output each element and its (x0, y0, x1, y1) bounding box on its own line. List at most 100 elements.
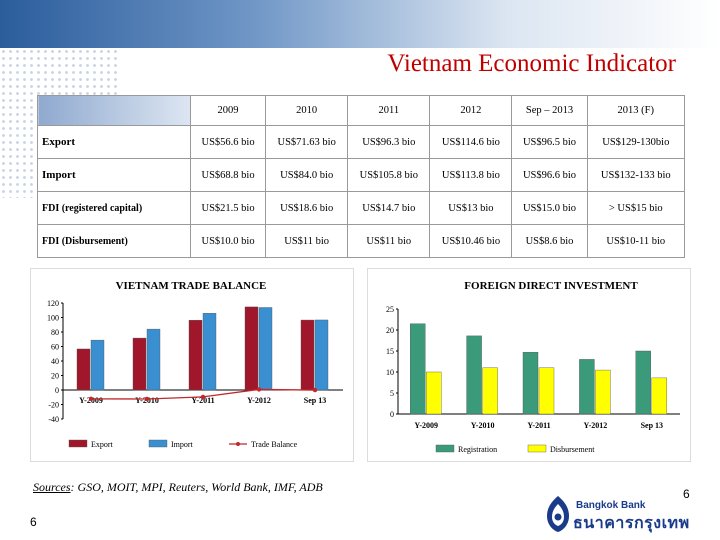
table-cell: US$8.6 bio (511, 224, 588, 258)
table-corner-cell (37, 95, 191, 126)
y-tick-label: 80 (51, 328, 59, 337)
bar-export (244, 306, 259, 391)
bar-disbursement (482, 367, 498, 415)
table-cell: US$56.6 bio (189, 125, 267, 159)
sources-note: Sources: GSO, MOIT, MPI, Reuters, World … (33, 480, 323, 495)
trade-balance-point (256, 387, 262, 392)
trade-balance-point (144, 396, 150, 402)
y-tick-label: 25 (386, 305, 394, 314)
chart-title: FOREIGN DIRECT INVESTMENT (464, 280, 638, 292)
bar-registration (522, 352, 539, 415)
bar-registration (410, 323, 426, 415)
page-number-right: 6 (683, 487, 690, 501)
y-tick-label: 20 (386, 326, 394, 335)
page-title: Vietnam Economic Indicator (387, 50, 676, 77)
y-tick-label: -40 (48, 415, 59, 424)
trade-balance-svg: VIETNAM TRADE BALANCE 120 100 80 60 40 20 0 -20 -… (47, 280, 343, 449)
table-cell: US$18.6 bio (265, 191, 349, 225)
row-label: FDI (registered capital) (37, 191, 191, 225)
y-tick-label: -20 (48, 401, 59, 410)
y-tick-label: 20 (51, 372, 59, 381)
bar-disbursement (426, 371, 442, 415)
legend-swatch-marker (236, 442, 240, 446)
bar-export (300, 319, 315, 391)
bar-disbursement (595, 369, 611, 415)
bar-registration (466, 335, 482, 415)
y-tick-label: 40 (51, 357, 59, 366)
table-cell: US$129-130bio (586, 125, 686, 159)
category-label: Sep 13 (304, 396, 326, 405)
table-row: Import US$68.8 bio US$84.0 bio US$105.8 … (37, 158, 686, 192)
legend-label: Export (91, 440, 114, 449)
table-cell: US$10.0 bio (189, 224, 267, 258)
chart-title: VIETNAM TRADE BALANCE (116, 280, 267, 292)
y-tick-label: 15 (386, 347, 394, 356)
table-cell: US$132-133 bio (586, 158, 686, 192)
legend-swatch (148, 439, 168, 448)
column-header: 2013 (F) (586, 95, 686, 126)
column-header: Sep – 2013 (511, 95, 588, 126)
table-cell: US$96.6 bio (511, 158, 588, 192)
y-tick-label: 10 (386, 368, 394, 377)
column-header: 2009 (189, 95, 267, 126)
table-row: FDI (registered capital) US$21.5 bio US$… (37, 191, 686, 225)
category-label: Y-2011 (527, 421, 550, 430)
table-cell: US$105.8 bio (347, 158, 431, 192)
column-header: 2010 (265, 95, 349, 126)
category-label: Sep 13 (641, 421, 663, 430)
table-header-row: 2009 2010 2011 2012 Sep – 2013 2013 (F) (37, 95, 686, 126)
table-cell: US$15.0 bio (511, 191, 588, 225)
legend-label: Import (171, 440, 194, 449)
table-cell: US$114.6 bio (429, 125, 513, 159)
bar-disbursement (651, 377, 667, 415)
y-tick-label: 0 (390, 410, 394, 419)
bar-import (90, 339, 105, 391)
fdi-svg: FOREIGN DIRECT INVESTMENT 25 20 15 10 5 0 Y-200… (386, 280, 680, 454)
row-label: Export (37, 125, 191, 159)
legend-label: Disbursement (550, 445, 595, 454)
header-band (0, 0, 720, 48)
bar-import (258, 307, 273, 391)
row-label: Import (37, 158, 191, 192)
sources-text: : GSO, MOIT, MPI, Reuters, World Bank, I… (70, 480, 323, 494)
bar-export (76, 348, 91, 391)
category-label: Y-2009 (414, 421, 438, 430)
category-label: Y-2010 (471, 421, 495, 430)
table-cell: US$10.46 bio (429, 224, 513, 258)
bar-export (188, 319, 203, 391)
y-tick-label: 120 (47, 299, 59, 308)
table-cell: US$14.7 bio (347, 191, 431, 225)
row-label: FDI (Disbursement) (37, 224, 191, 258)
category-label: Y-2011 (191, 396, 214, 405)
table-cell: US$68.8 bio (189, 158, 267, 192)
table-cell: US$96.5 bio (511, 125, 588, 159)
table-cell: US$96.3 bio (347, 125, 431, 159)
bar-registration (579, 359, 595, 415)
table-cell: US$84.0 bio (265, 158, 349, 192)
y-tick-label: 60 (51, 343, 59, 352)
table-cell: US$71.63 bio (265, 125, 349, 159)
legend-swatch (527, 444, 547, 453)
table-cell: US$11 bio (265, 224, 349, 258)
y-tick-label: 5 (390, 389, 394, 398)
trade-balance-chart: VIETNAM TRADE BALANCE 120 100 80 60 40 20 0 -20 -… (30, 268, 354, 462)
page-number-left: 6 (30, 515, 37, 529)
bar-import (314, 319, 329, 391)
category-label: Y-2012 (584, 421, 608, 430)
fdi-chart: FOREIGN DIRECT INVESTMENT 25 20 15 10 5 0 Y-200… (367, 268, 691, 462)
bar-registration (635, 350, 651, 415)
column-header: 2012 (429, 95, 513, 126)
y-tick-label: 0 (55, 386, 59, 395)
bar-import (146, 328, 161, 391)
legend-swatch (435, 444, 455, 453)
table-row: FDI (Disbursement) US$10.0 bio US$11 bio… (37, 224, 686, 258)
table-cell: US$21.5 bio (189, 191, 267, 225)
category-label: Y-2012 (247, 396, 271, 405)
sources-label: Sources (33, 480, 71, 494)
legend-label: Trade Balance (251, 440, 298, 449)
bar-import (202, 313, 217, 391)
trade-balance-point (312, 387, 318, 393)
y-tick-label: 100 (47, 314, 59, 323)
logo-english-name: Bangkok Bank (576, 500, 646, 511)
table-cell: US$10-11 bio (586, 224, 686, 258)
